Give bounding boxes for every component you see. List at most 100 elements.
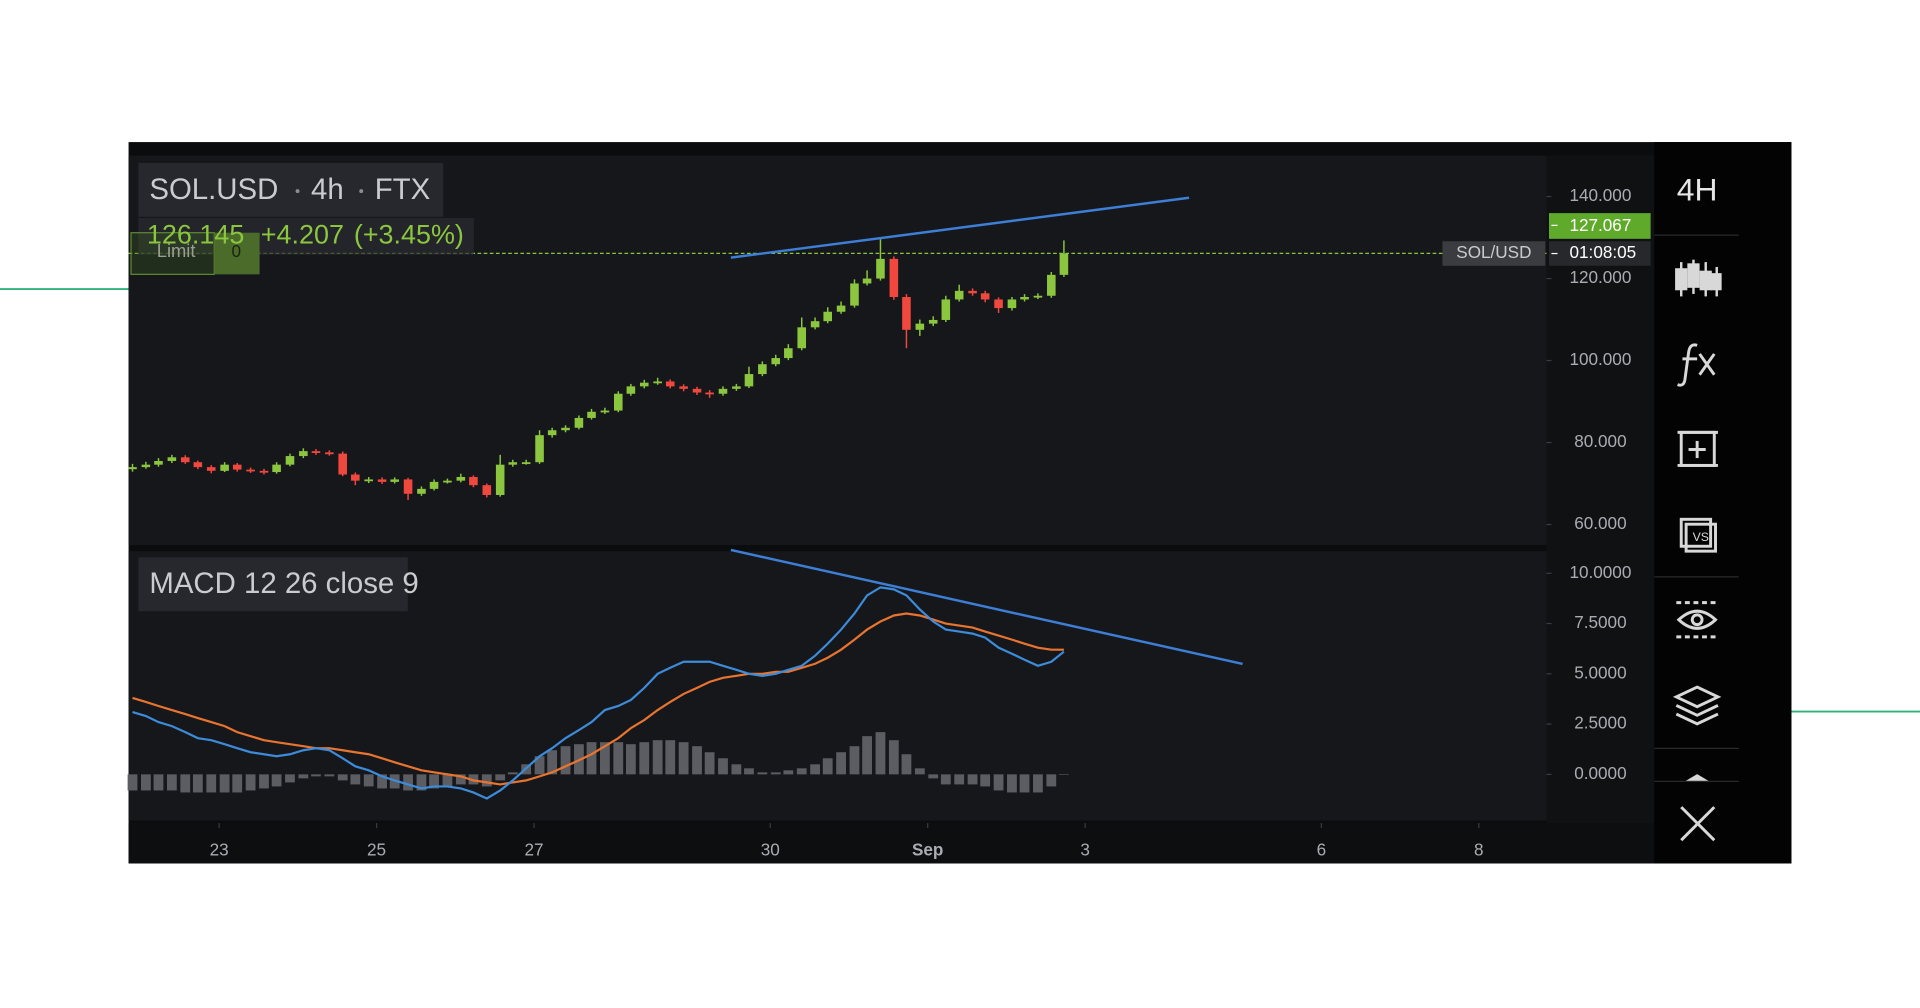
- histogram-bar: [271, 774, 282, 787]
- histogram-bar: [442, 774, 453, 787]
- price-change: +4.207: [261, 219, 344, 249]
- candle-body: [259, 470, 269, 473]
- histogram-bar: [731, 764, 742, 775]
- candle-body: [758, 364, 767, 375]
- y-tick-label: 100.000: [1569, 349, 1631, 369]
- x-tick-label: 27: [525, 840, 544, 860]
- trend-line: [730, 196, 1190, 259]
- visibility-icon[interactable]: [1676, 601, 1720, 639]
- histogram-bar: [1019, 774, 1030, 793]
- histogram-bar: [259, 774, 269, 789]
- time-axis: [128, 823, 1655, 864]
- candle-body: [535, 435, 544, 463]
- y-tick-label: 2.5000: [1574, 713, 1626, 733]
- countdown: 01:08:05: [1570, 242, 1637, 262]
- candle-body: [1007, 299, 1017, 309]
- candle-body: [626, 386, 636, 394]
- interval-button[interactable]: 4H: [1677, 172, 1718, 208]
- layers-icon[interactable]: [1672, 685, 1722, 726]
- candle-body: [679, 386, 688, 389]
- candle-body: [771, 358, 781, 365]
- histogram-bar: [849, 746, 860, 775]
- histogram-bar: [757, 772, 768, 775]
- candle-body: [836, 305, 846, 312]
- histogram-bar: [901, 754, 912, 775]
- x-tick-label: Sep: [912, 840, 943, 860]
- candle-body: [1033, 295, 1043, 298]
- indicator-box: [138, 557, 408, 612]
- candle-body: [994, 299, 1003, 309]
- order-type[interactable]: Limit: [157, 240, 196, 261]
- histogram-bar: [192, 774, 203, 793]
- histogram-bar: [180, 774, 191, 793]
- candle-body: [220, 464, 229, 471]
- histogram-bar: [625, 744, 636, 775]
- y-tick-label: 10.0000: [1569, 562, 1631, 582]
- candle-body: [823, 311, 832, 322]
- candle-body: [206, 467, 216, 471]
- candle-body: [456, 476, 466, 481]
- candle-body: [508, 462, 518, 465]
- histogram-bar: [166, 774, 177, 791]
- svg-text:VS: VS: [1693, 530, 1709, 544]
- close-button[interactable]: [1680, 806, 1716, 842]
- symbol: SOL.USD: [149, 173, 278, 206]
- compare-icon[interactable]: VS: [1679, 517, 1717, 553]
- price-change-pct: (+3.45%): [354, 219, 464, 249]
- histogram-bar: [429, 774, 439, 789]
- countdown-tag: [1548, 241, 1651, 266]
- candle-body: [403, 479, 413, 494]
- candle-body: [377, 479, 387, 482]
- candle-body: [154, 460, 163, 465]
- histogram-bar: [324, 774, 335, 777]
- candle-body: [364, 479, 373, 482]
- candle-body: [1059, 253, 1069, 275]
- candle-body: [429, 481, 439, 489]
- candle-body: [482, 485, 492, 496]
- candle-body: [613, 393, 623, 411]
- y-tick-label: 7.5000: [1574, 612, 1626, 632]
- drawing-icon[interactable]: [1677, 430, 1718, 467]
- histogram-bar: [534, 756, 545, 775]
- histogram-bar: [219, 774, 230, 793]
- candle-body: [495, 464, 505, 496]
- candles-icon[interactable]: [1675, 259, 1722, 297]
- histogram-bar: [652, 740, 663, 775]
- symbol-box: [138, 162, 444, 217]
- order-qty-button[interactable]: [214, 232, 260, 275]
- toolbar: [1654, 142, 1792, 864]
- candle-body: [732, 386, 741, 389]
- histogram-bar: [1007, 774, 1017, 793]
- candle-body: [639, 382, 649, 387]
- candle-body: [338, 453, 348, 475]
- candle-body: [718, 388, 728, 394]
- x-tick-label: 8: [1474, 840, 1484, 860]
- histogram-bar: [416, 774, 427, 791]
- histogram-bar: [875, 732, 886, 775]
- histogram-bar: [586, 742, 597, 775]
- candle-body: [968, 290, 977, 294]
- histogram-bar: [822, 758, 833, 775]
- candle-body: [390, 479, 399, 482]
- candle-body: [784, 348, 793, 359]
- indicators-icon[interactable]: [1677, 343, 1716, 387]
- order-qty[interactable]: 0: [232, 241, 242, 261]
- y-tick-label: 0.0000: [1574, 763, 1626, 783]
- candle-body: [141, 464, 151, 468]
- candle-body: [1047, 274, 1056, 296]
- indicator-line: [132, 586, 1065, 800]
- symbol-tag: SOL/USD: [1456, 242, 1531, 262]
- candle-body: [547, 430, 557, 436]
- histogram-bar: [337, 774, 348, 781]
- histogram-bar: [639, 742, 650, 775]
- candle-body: [351, 474, 360, 481]
- order-type-button[interactable]: [130, 232, 215, 275]
- y-tick-label: 120.000: [1569, 267, 1631, 287]
- indicator-title: MACD 12 26 close 9: [149, 567, 418, 600]
- candle-body: [744, 374, 754, 387]
- partial-icon: [1684, 774, 1710, 782]
- ask-tag: [1548, 213, 1651, 239]
- histogram-bar: [495, 774, 506, 781]
- quote-box: [138, 218, 474, 255]
- candle-body: [232, 464, 242, 470]
